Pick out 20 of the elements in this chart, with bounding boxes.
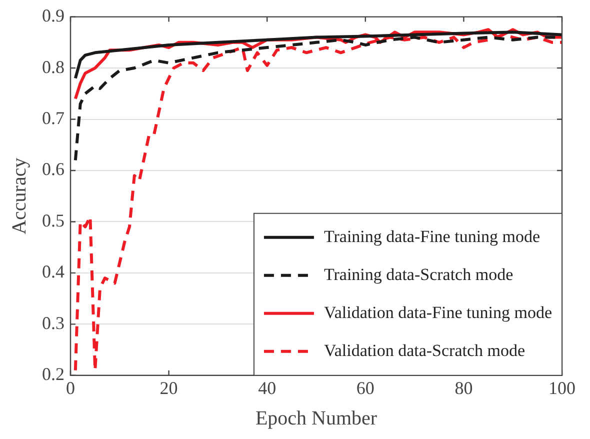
legend-label: Validation data-Fine tuning mode [324,302,552,322]
y-tick-label: 0.6 [42,159,64,180]
y-tick-label: 0.9 [42,6,64,26]
x-tick-label: 100 [548,378,576,398]
x-tick-label: 0 [66,378,75,398]
x-tick-label: 80 [454,378,473,398]
x-tick-label: 20 [160,378,178,398]
legend-label: Training data-Scratch mode [324,264,514,284]
y-tick-label: 0.4 [42,262,64,282]
x-tick-label: 40 [258,378,276,398]
legend-label: Training data-Fine tuning mode [324,226,540,246]
y-axis-title: Accuracy [8,158,30,234]
y-tick-label: 0.8 [42,56,64,77]
y-tick-label: 0.7 [42,108,64,128]
x-axis-title: Epoch Number [255,407,378,430]
y-tick-label: 0.2 [42,364,64,384]
x-tick-label: 60 [356,378,374,398]
y-tick-label: 0.5 [42,210,64,230]
y-tick-label: 0.3 [42,312,64,333]
legend-label: Validation data-Scratch mode [324,340,526,360]
